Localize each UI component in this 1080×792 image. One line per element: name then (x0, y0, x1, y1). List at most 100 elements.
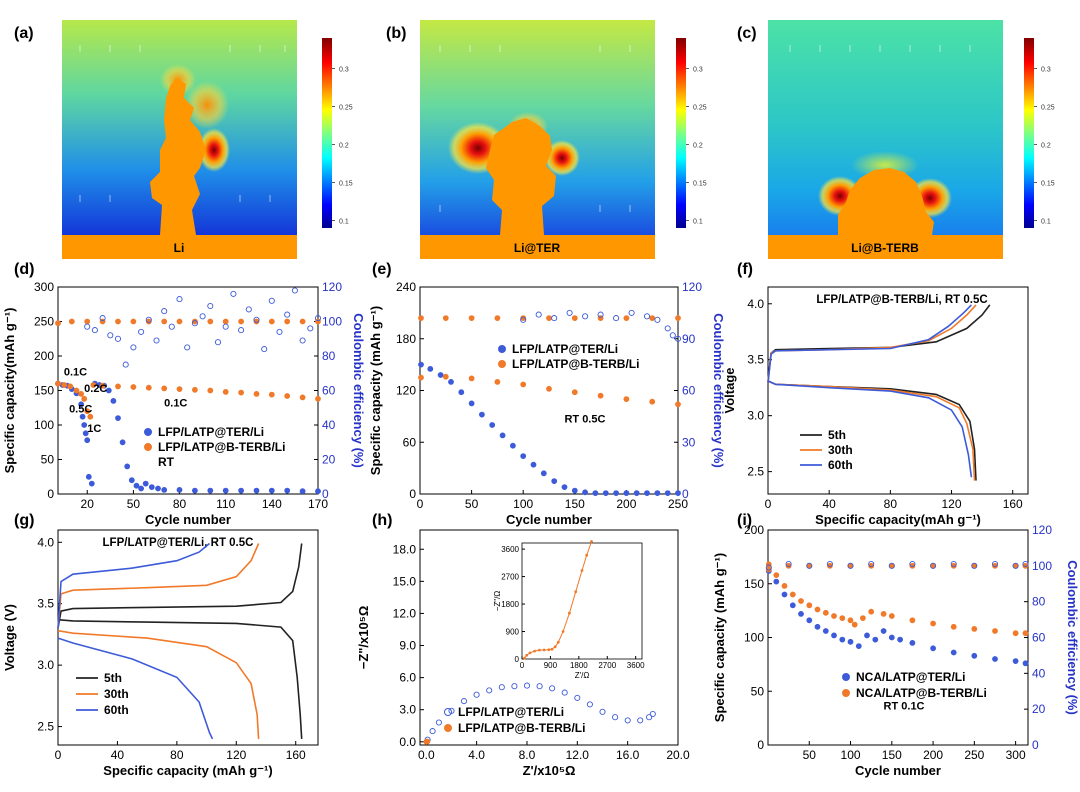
data-point (494, 378, 501, 385)
y-tick-label: 200 (744, 523, 764, 537)
data-point (199, 313, 206, 320)
data-point (897, 636, 903, 643)
data-point (84, 318, 91, 325)
series-ce-lfp-latp-b-terb-li (418, 315, 681, 321)
legend-label: LFP/LATP@TER/Li (158, 425, 264, 439)
inset-data-point (542, 648, 546, 652)
annotation: RT 0.1C (884, 701, 925, 713)
data-point (119, 439, 126, 446)
data-point (418, 361, 424, 368)
y-tick-label: 0.0 (399, 735, 416, 749)
data-point (814, 606, 821, 613)
y2-axis-label: Coulombic efficiency (%) (711, 313, 726, 468)
inset-y-tick-label: 900 (506, 628, 520, 637)
substrate-label: Li@B-TERB (851, 241, 919, 255)
y-tick-label: 150 (744, 577, 764, 591)
data-point (161, 318, 168, 325)
legend-label: LFP/LATP@TER/Li (458, 705, 564, 719)
x-tick-label: 100 (513, 497, 533, 511)
data-point (872, 636, 879, 643)
data-point (114, 335, 122, 342)
x-tick-label: 0 (55, 748, 62, 762)
data-point (299, 394, 306, 401)
data-point (868, 562, 875, 569)
data-point (468, 315, 475, 321)
data-point (268, 297, 275, 304)
data-point (571, 315, 578, 321)
data-point (523, 682, 531, 689)
x-tick-label: 50 (803, 748, 817, 762)
legend-label: LFP/LATP@B-TERB/Li (512, 357, 639, 371)
data-point (442, 315, 449, 321)
legend-label: NCA/LATP@B-TERB/Li (856, 686, 987, 700)
data-point (855, 643, 862, 649)
data-point (253, 487, 260, 494)
data-point (128, 477, 135, 484)
data-point (61, 382, 68, 388)
inset-x-tick-label: 3600 (627, 661, 645, 670)
data-point (510, 442, 516, 449)
legend-label: LFP/LATP@B-TERB/Li (458, 721, 585, 735)
data-point (781, 583, 788, 589)
x-tick-label: 0 (417, 497, 424, 511)
series-5th (767, 304, 991, 481)
data-point (222, 318, 229, 325)
data-point (115, 318, 121, 325)
x-axis-label: Specific capacity(mAh g⁻¹) (815, 512, 981, 527)
panel-label: (a) (14, 25, 34, 42)
legend-label: 60th (828, 458, 853, 472)
data-point (268, 487, 275, 494)
y-tick-label: 100 (34, 418, 54, 432)
data-point (222, 487, 229, 494)
inset-data-point (585, 553, 589, 557)
data-point (429, 728, 436, 735)
data-point (460, 698, 468, 705)
y2-tick-label: 60 (322, 384, 336, 398)
data-point (675, 401, 681, 408)
data-point (468, 375, 475, 382)
hot-spot (198, 128, 230, 172)
data-point (586, 701, 593, 708)
data-point (207, 387, 214, 394)
data-point (79, 413, 86, 420)
data-point (486, 687, 493, 694)
legend-swatch (842, 689, 850, 697)
data-point (284, 318, 291, 325)
data-point (551, 315, 558, 322)
curve-discharge (57, 618, 303, 739)
curve-discharge (767, 380, 973, 478)
series-lfp-latp-b-terb-li (423, 738, 431, 745)
colorbar-ticks: 0.3 0.25 0.2 0.15 0.1 (686, 66, 707, 225)
colorbar-tick-label: 0.3 (693, 66, 703, 73)
y2-tick-label: 40 (322, 418, 336, 432)
legend-swatch (444, 708, 452, 716)
data-point (207, 487, 214, 494)
chart-title: LFP/LATP@B-TERB/Li, RT 0.5C (816, 294, 987, 306)
panel-label: (c) (737, 25, 757, 42)
data-point (299, 318, 306, 325)
annotation: 0.1C (164, 397, 187, 409)
legend-label: 5th (104, 671, 122, 685)
y-tick-label: 250 (34, 315, 54, 329)
data-point (107, 332, 114, 339)
data-point (153, 337, 160, 344)
panel-label: (d) (14, 261, 34, 278)
data-point (971, 626, 978, 632)
x-axis-label: Specific capacity (mAh g⁻¹) (103, 763, 272, 778)
y-tick-label: 3.5 (37, 597, 54, 611)
data-point (613, 315, 620, 322)
series-nca-latp-b-terb-li (765, 561, 1029, 637)
data-point (1022, 562, 1029, 569)
data-point (806, 562, 813, 569)
inset-data-point (553, 645, 557, 649)
y-tick-label: 0 (47, 487, 54, 501)
data-point (145, 316, 152, 323)
data-point (291, 287, 298, 294)
data-point (161, 486, 168, 493)
inset-data-point (580, 569, 584, 572)
data-point (176, 486, 183, 493)
data-point (1022, 630, 1029, 637)
colorbar (676, 38, 686, 228)
chart-d: (d)20 50 80 110 140 1700501001502002503000204… (2, 261, 366, 527)
